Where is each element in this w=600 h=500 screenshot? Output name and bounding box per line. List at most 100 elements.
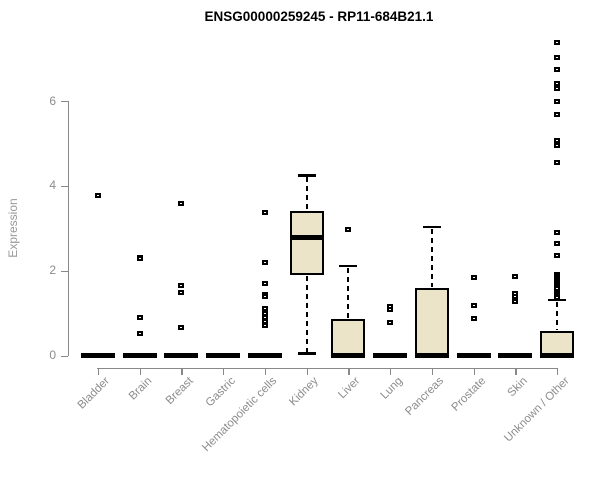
x-axis-tick <box>557 368 559 375</box>
outlier-point <box>554 99 561 105</box>
outlier-point <box>261 319 268 325</box>
outlier-point <box>178 289 185 295</box>
y-tick-label: 2 <box>49 263 56 278</box>
upper-whisker <box>556 301 559 331</box>
y-axis-tick <box>61 355 68 357</box>
x-axis-line <box>97 368 559 370</box>
outlier-point <box>261 210 268 216</box>
x-axis-tick <box>473 368 475 375</box>
x-tick-label: Liver <box>336 375 363 402</box>
y-axis-line <box>68 101 70 357</box>
zero-median-bar <box>206 353 241 358</box>
outlier-point <box>470 275 477 281</box>
y-tick-label: 4 <box>49 178 56 193</box>
y-axis-tick <box>61 185 68 188</box>
outlier-point <box>95 193 101 199</box>
outlier-point <box>261 323 268 329</box>
x-tick-label: Brain <box>126 375 155 403</box>
x-tick-label: Bladder <box>75 375 113 412</box>
zero-median-bar <box>331 353 366 358</box>
x-tick-label: Skin <box>505 375 530 400</box>
outlier-point <box>136 314 143 320</box>
outlier-point <box>554 142 561 148</box>
outlier-point <box>178 324 185 330</box>
zero-median-bar <box>456 353 491 358</box>
outlier-point <box>554 294 561 300</box>
outlier-point <box>470 315 477 321</box>
outlier-point <box>387 307 394 313</box>
x-axis-tick <box>181 368 183 375</box>
outlier-point <box>554 241 561 247</box>
y-tick-label: 0 <box>49 348 56 362</box>
boxplot-box <box>289 211 324 275</box>
outlier-point <box>554 66 561 72</box>
upper-whisker-cap <box>548 298 567 302</box>
x-axis-tick <box>348 368 350 375</box>
upper-whisker-cap <box>297 174 316 177</box>
outlier-point <box>178 201 185 207</box>
zero-median-bar <box>164 353 199 358</box>
outlier-point <box>554 137 561 143</box>
outlier-point <box>554 54 561 60</box>
lower-whisker-cap <box>297 352 316 355</box>
outlier-point <box>261 293 268 299</box>
x-axis-tick <box>98 368 100 375</box>
outlier-point <box>261 280 268 286</box>
x-axis-tick <box>306 368 308 375</box>
outlier-point <box>554 159 561 165</box>
x-tick-label: Hematopoietic cells <box>200 375 280 454</box>
outlier-point <box>554 39 561 45</box>
outlier-point <box>387 320 394 326</box>
outlier-point <box>554 253 561 259</box>
outlier-point <box>554 86 561 92</box>
upper-whisker-cap <box>422 225 441 229</box>
x-axis-tick <box>223 368 225 375</box>
outlier-point <box>261 314 268 320</box>
outlier-point <box>512 298 519 304</box>
zero-median-bar <box>414 353 449 358</box>
y-axis-tick <box>61 101 68 103</box>
x-tick-label: Gastric <box>203 375 238 410</box>
zero-median-bar <box>81 353 115 358</box>
x-tick-label: Kidney <box>287 375 322 409</box>
zero-median-bar <box>540 353 575 358</box>
upper-whisker-cap <box>339 264 358 268</box>
outlier-point <box>136 256 143 262</box>
outlier-point <box>512 273 519 279</box>
zero-median-bar <box>122 353 157 358</box>
x-tick-label: Prostate <box>449 375 489 414</box>
outlier-point <box>178 282 185 288</box>
chart-title: ENSG00000259245 - RP11-684B21.1 <box>204 9 434 24</box>
x-tick-label: Pancreas <box>403 375 447 418</box>
outlier-point <box>261 310 268 316</box>
x-tick-label: Breast <box>163 375 196 407</box>
boxplot-box <box>331 318 366 356</box>
x-axis-tick <box>431 368 434 375</box>
x-axis-tick <box>264 368 267 375</box>
x-axis-tick <box>390 368 392 375</box>
zero-median-bar <box>247 353 282 358</box>
outlier-point <box>345 226 352 232</box>
outlier-point <box>554 111 561 117</box>
zero-median-bar <box>373 353 408 358</box>
upper-whisker <box>347 267 350 318</box>
median-line <box>291 234 322 240</box>
x-axis-tick <box>515 368 517 375</box>
zero-median-bar <box>498 353 533 358</box>
boxplot-box <box>414 288 449 356</box>
outlier-point <box>261 306 268 312</box>
x-tick-label: Lung <box>378 375 405 402</box>
outlier-point <box>554 230 561 236</box>
outlier-point <box>470 302 477 308</box>
lower-whisker <box>305 275 308 353</box>
upper-whisker <box>305 177 308 211</box>
outlier-point <box>512 294 519 300</box>
x-axis-tick <box>139 368 142 375</box>
outlier-point <box>261 259 268 265</box>
boxplot-box <box>540 331 575 356</box>
outlier-point <box>136 331 143 337</box>
y-tick-label: 6 <box>49 93 56 108</box>
y-axis-tick <box>61 270 68 272</box>
